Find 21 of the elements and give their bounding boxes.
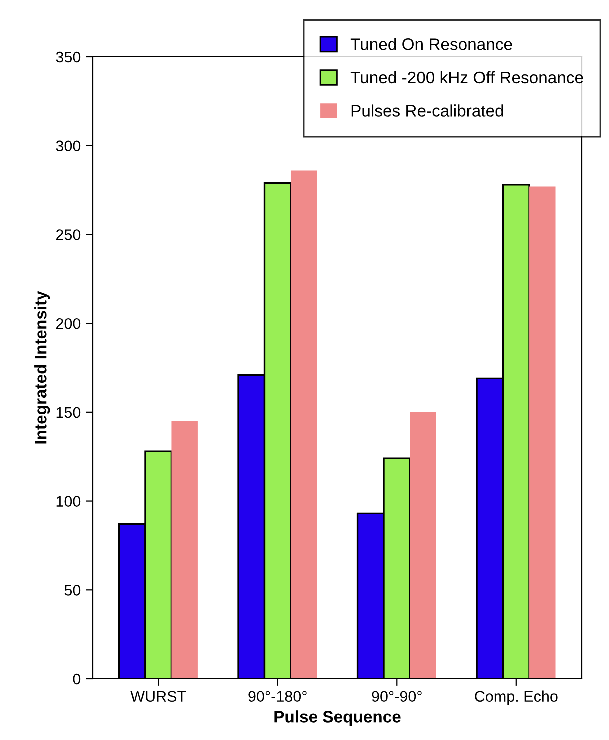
y-tick-label: 250 bbox=[56, 230, 81, 240]
legend-label: Tuned On Resonance bbox=[350, 38, 512, 50]
x-tick-label: Comp. Echo bbox=[475, 690, 558, 706]
y-axis-title: Integrated Intensity bbox=[34, 291, 50, 444]
x-tick-label: WURST bbox=[130, 691, 186, 702]
y-tick-label: 100 bbox=[56, 496, 81, 507]
bar bbox=[410, 412, 436, 679]
y-tick-label: 0 bbox=[73, 674, 81, 685]
x-tick-label: 90°-180° bbox=[248, 691, 307, 702]
x-tick-label: 90°-90° bbox=[372, 691, 422, 702]
y-tick-label: 50 bbox=[64, 585, 81, 596]
y-tick-label: 350 bbox=[56, 52, 81, 63]
bar bbox=[530, 186, 556, 679]
y-tick-label: 150 bbox=[56, 407, 81, 418]
bar bbox=[172, 421, 198, 679]
legend-label: Pulses Re-calibrated bbox=[352, 104, 504, 117]
bar bbox=[290, 170, 318, 679]
y-tick-label: 200 bbox=[56, 318, 81, 330]
legend-label: Tuned -200 kHz Off Resonance bbox=[350, 71, 584, 84]
y-tick-label: 300 bbox=[56, 140, 81, 152]
x-axis-title: Pulse Sequence bbox=[274, 710, 401, 726]
